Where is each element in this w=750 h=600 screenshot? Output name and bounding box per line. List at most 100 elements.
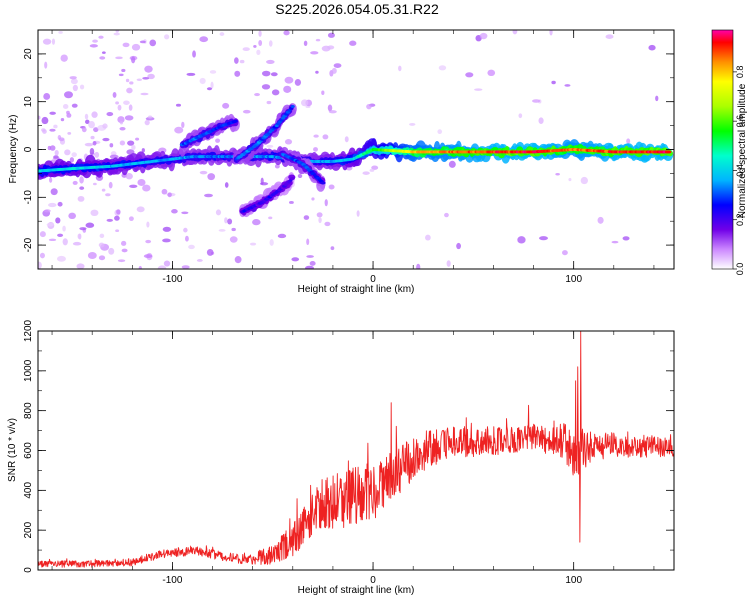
spectrogram-noise-blob <box>131 43 141 51</box>
spectrogram-noise-blob <box>101 51 106 54</box>
spectrogram-ridge-core <box>320 181 326 185</box>
spectrogram-ridge-rising-branch-2 <box>232 103 297 165</box>
spectrogram-noise-blob <box>126 87 133 94</box>
spectrogram-noise-blob <box>622 236 630 241</box>
spectrogram-noise-blob <box>85 119 90 125</box>
spectrogram-noise-blob <box>366 103 372 110</box>
spectrogram-noise-blob <box>327 32 335 38</box>
spectrogram-noise-blob <box>266 144 274 148</box>
colorbar-tick-label: 0.2 <box>735 213 745 226</box>
spectrogram-noise-blob <box>92 39 98 43</box>
snr-y-tick-label: 600 <box>23 442 34 459</box>
spectrogram-noise-blob <box>137 178 146 186</box>
spectrogram-noise-blob <box>174 126 184 134</box>
spectrogram-noise-blob <box>199 170 208 175</box>
spectrogram-noise-blob <box>70 78 78 85</box>
colorbar-ticks: 0.0 0.2 0.4 0.6 0.8 <box>733 66 745 276</box>
spectrogram-noise-blob <box>124 115 134 121</box>
spectrogram-noise-blob <box>167 192 172 198</box>
spectrogram-noise-blob <box>327 45 335 50</box>
spectrogram-noise-blob <box>369 168 375 172</box>
spectrogram-noise-blob <box>268 216 273 220</box>
spectrogram-noise-blob <box>163 260 171 267</box>
spectrogram-noise-blob <box>60 118 65 122</box>
spectrogram-noise-blob <box>91 111 98 118</box>
colorbar-tick-label: 0.0 <box>735 263 745 276</box>
spectrogram-noise-blob <box>57 201 63 207</box>
spectrogram-noise-blob <box>171 209 178 214</box>
spectrogram-noise-blob <box>93 127 99 133</box>
spectrogram-noise-blob <box>76 263 85 269</box>
spectrogram-noise-blob <box>157 265 167 269</box>
spectrogram-noise-blob <box>108 181 113 189</box>
spectrogram-y-tick-label: 10 <box>23 96 34 108</box>
spectrogram-noise-blob <box>318 217 322 224</box>
spectrogram-noise-blob <box>344 136 349 143</box>
spectrogram-noise-blob <box>99 56 106 60</box>
spectrogram-ridge-side-branch <box>279 146 326 192</box>
spectrogram-noise-blob <box>315 70 319 74</box>
spectrogram-noise-blob <box>142 184 151 192</box>
spectrogram-noise-blob <box>448 160 456 168</box>
spectrogram-noise-blob <box>234 256 242 264</box>
snr-y-tick-label: 800 <box>23 402 34 419</box>
spectrogram-noise-blob <box>144 65 153 73</box>
spectrogram-noise-blob <box>77 233 81 239</box>
spectrogram-noise-blob <box>162 226 172 232</box>
spectrogram-noise-blob <box>119 126 126 131</box>
spectrogram-noise-blob <box>268 40 273 47</box>
spectrogram-y-tick-label: -10 <box>23 190 34 205</box>
colorbar-tick-label: 0.6 <box>735 115 745 128</box>
spectrogram-noise-blob <box>85 222 95 228</box>
spectrogram-noise-blob <box>289 201 294 204</box>
spectrogram-noise-blob <box>117 259 126 263</box>
spectrogram-noise-blob <box>56 255 66 262</box>
spectrogram-noise-blob <box>258 40 263 47</box>
spectrogram-noise-blob <box>199 36 209 43</box>
spectrogram-noise-blob <box>181 265 190 269</box>
spectrogram-noise-blob <box>321 90 325 95</box>
spectrogram-noise-blob <box>81 127 87 133</box>
spectrogram-noise-blob <box>487 69 496 77</box>
colorbar-tick-label: 0.4 <box>735 164 745 177</box>
spectrogram-noise-blob <box>207 173 216 181</box>
spectrogram-noise-blob <box>444 212 449 218</box>
spectrogram-x-tick-label: 0 <box>370 274 376 285</box>
spectrogram-noise-blob <box>48 202 57 208</box>
spectrogram-noise-blob <box>266 100 272 105</box>
spectrogram-noise-blob <box>215 209 222 216</box>
spectrogram-noise-blob <box>49 145 56 151</box>
spectrogram-noise-blob <box>102 137 110 142</box>
spectrogram-noise-blob <box>54 149 59 156</box>
spectrogram-noise-blob <box>136 206 145 213</box>
spectrogram-noise-blob <box>117 104 122 111</box>
spectrogram-noise-blob <box>446 260 451 267</box>
spectrogram-noise-blob <box>206 87 213 91</box>
spectrogram-x-axis-label: Height of straight line (km) <box>298 284 415 295</box>
spectrogram-ridge-rising-branch-1 <box>179 113 240 157</box>
spectrogram-noise-blob <box>259 182 269 186</box>
spectrogram-noise-blob <box>261 70 271 77</box>
spectrogram-noise-blob <box>119 121 124 125</box>
spectrogram-noise-blob <box>43 93 51 100</box>
spectrogram-noise-blob <box>416 263 421 269</box>
spectrogram-noise-blob <box>549 30 553 36</box>
spectrogram-noise-blob <box>597 216 604 224</box>
snr-y-axis-label: SNR (10 * v/v) <box>7 418 18 482</box>
spectrogram-noise-blob <box>183 227 188 233</box>
spectrogram-noise-blob <box>84 113 89 120</box>
spectrogram-noise-blob <box>333 63 342 68</box>
spectrogram-noise-blob <box>371 165 379 170</box>
spectrogram-noise-blob <box>274 164 280 169</box>
spectrogram-noise-blob <box>90 135 95 140</box>
spectrogram-noise-blob <box>283 85 292 93</box>
spectrogram-noise-blob <box>655 95 659 102</box>
spectrogram-y-tick-label: 0 <box>23 146 34 152</box>
spectrogram-noise-blob <box>297 173 303 179</box>
spectrogram-noise-blob <box>144 119 150 126</box>
spectrogram-noise-blob <box>49 128 56 132</box>
spectrogram-noise-blob <box>311 197 315 201</box>
spectrogram-noise-blob <box>129 81 134 85</box>
spectrogram-noise-blob <box>131 56 136 64</box>
spectrogram-noise-blob <box>46 222 55 227</box>
